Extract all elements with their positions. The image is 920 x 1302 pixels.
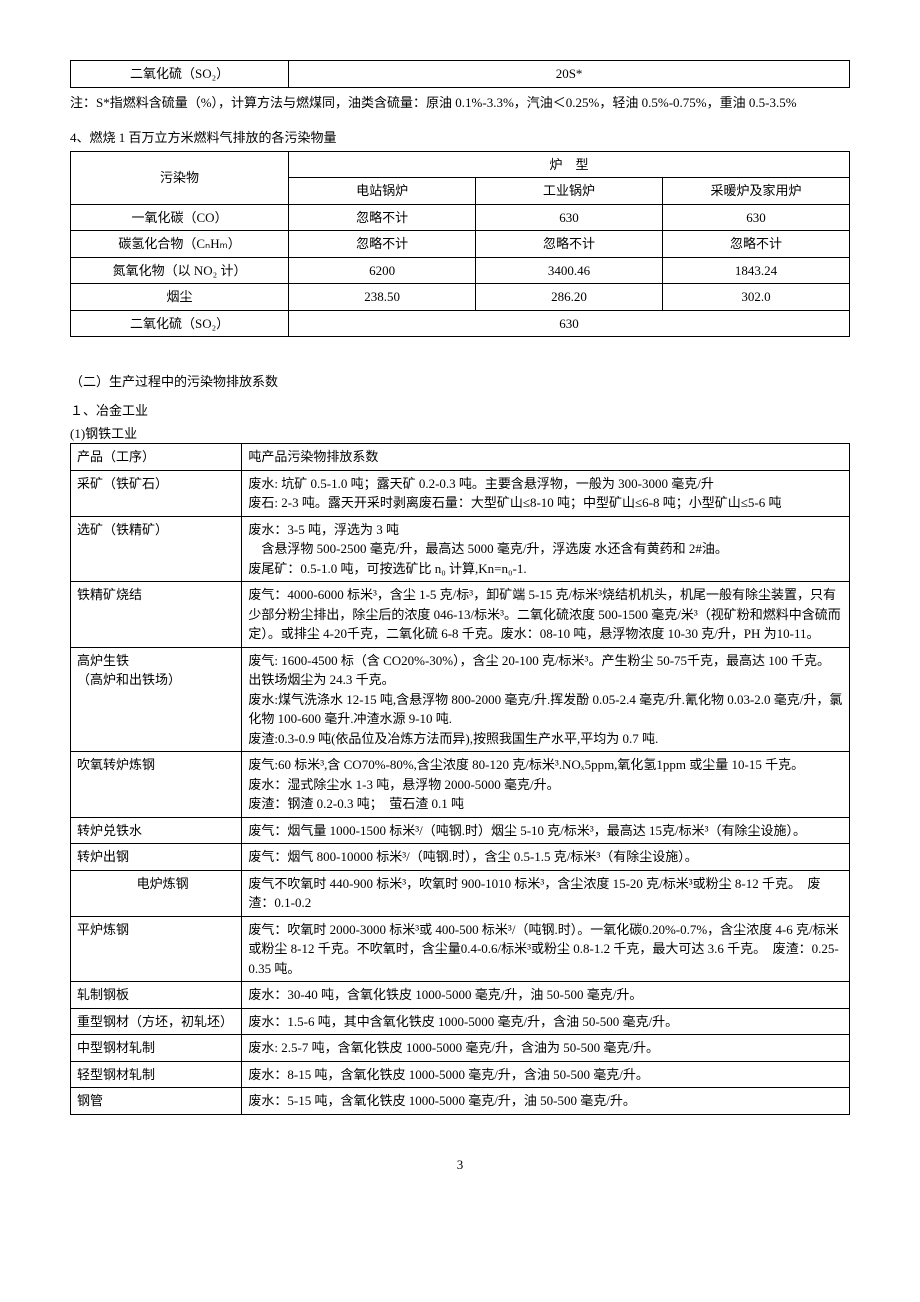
table-row: 重型钢材（方坯，初轧坯） 废水：1.5-6 吨，其中含氧化铁皮 1000-500…: [71, 1008, 850, 1035]
row-text: 废气：烟气 800-10000 标米³/（吨钢.时），含尘 0.5-1.5 克/…: [242, 844, 850, 871]
cell: 忽略不计: [289, 231, 476, 258]
row-text: 废水：8-15 吨，含氧化铁皮 1000-5000 毫克/升，含油 50-500…: [242, 1061, 850, 1088]
row-label: 选矿（铁精矿）: [71, 516, 242, 582]
subheader-cell: 工业锅炉: [476, 178, 663, 205]
table-row: 采矿（铁矿石） 废水: 坑矿 0.5-1.0 吨；露天矿 0.2-0.3 吨。主…: [71, 470, 850, 516]
so2-table: 二氧化硫（SO₂） 20S*: [70, 60, 850, 88]
table-row: 二氧化硫（SO₂） 630: [71, 310, 850, 337]
table-header-row: 污染物 炉 型: [71, 151, 850, 178]
table-row: 氮氧化物（以 NO₂ 计） 6200 3400.46 1843.24: [71, 257, 850, 284]
cell: 忽略不计: [289, 204, 476, 231]
coefficient-header: 吨产品污染物排放系数: [242, 444, 850, 471]
table-row: 转炉出钢 废气：烟气 800-10000 标米³/（吨钢.时），含尘 0.5-1…: [71, 844, 850, 871]
row-text: 废水: 2.5-7 吨，含氧化铁皮 1000-5000 毫克/升，含油为 50-…: [242, 1035, 850, 1062]
row-label: 烟尘: [71, 284, 289, 311]
row-text: 废气: 1600-4500 标（含 CO20%-30%），含尘 20-100 克…: [242, 647, 850, 752]
table-row: 轻型钢材轧制 废水：8-15 吨，含氧化铁皮 1000-5000 毫克/升，含油…: [71, 1061, 850, 1088]
so2-label: 二氧化硫（SO₂）: [71, 61, 289, 88]
row-label: 转炉出钢: [71, 844, 242, 871]
row-label: 转炉兑铁水: [71, 817, 242, 844]
row-label: 采矿（铁矿石）: [71, 470, 242, 516]
row-text: 废气不吹氧时 440-900 标米³，吹氧时 900-1010 标米³，含尘浓度…: [242, 870, 850, 916]
table-row: 二氧化硫（SO₂） 20S*: [71, 61, 850, 88]
row-label: 钢管: [71, 1088, 242, 1115]
row-label: 二氧化硫（SO₂）: [71, 310, 289, 337]
gas-emission-table: 污染物 炉 型 电站锅炉 工业锅炉 采暖炉及家用炉 一氧化碳（CO） 忽略不计 …: [70, 151, 850, 338]
furnace-type-header: 炉 型: [289, 151, 850, 178]
cell: 忽略不计: [663, 231, 850, 258]
table-row: 钢管 废水：5-15 吨，含氧化铁皮 1000-5000 毫克/升，油 50-5…: [71, 1088, 850, 1115]
row-text: 废气:60 标米³,含 CO70%-80%,含尘浓度 80-120 克/标米³.…: [242, 752, 850, 818]
row-label: 氮氧化物（以 NO₂ 计）: [71, 257, 289, 284]
row-text: 废气：4000-6000 标米³，含尘 1-5 克/标³，卸矿端 5-15 克/…: [242, 582, 850, 648]
table-row: 轧制钢板 废水：30-40 吨，含氧化铁皮 1000-5000 毫克/升，油 5…: [71, 982, 850, 1009]
table-row: 烟尘 238.50 286.20 302.0: [71, 284, 850, 311]
row-label: 平炉炼钢: [71, 916, 242, 982]
table-row: 高炉生铁（高炉和出铁场） 废气: 1600-4500 标（含 CO20%-30%…: [71, 647, 850, 752]
row-label: 一氧化碳（CO）: [71, 204, 289, 231]
row-text: 废水：5-15 吨，含氧化铁皮 1000-5000 毫克/升，油 50-500 …: [242, 1088, 850, 1115]
product-header: 产品（工序）: [71, 444, 242, 471]
cell: 忽略不计: [476, 231, 663, 258]
row-text: 废气：烟气量 1000-1500 标米³/（吨钢.时）烟尘 5-10 克/标米³…: [242, 817, 850, 844]
row-label: 重型钢材（方坯，初轧坯）: [71, 1008, 242, 1035]
subheader-cell: 电站锅炉: [289, 178, 476, 205]
section-b-title: （二）生产过程中的污染物排放系数: [70, 372, 850, 392]
row-label: 吹氧转炉炼钢: [71, 752, 242, 818]
row-text: 废水：30-40 吨，含氧化铁皮 1000-5000 毫克/升，油 50-500…: [242, 982, 850, 1009]
cell: 1843.24: [663, 257, 850, 284]
table-row: 平炉炼钢 废气：吹氧时 2000-3000 标米³或 400-500 标米³/（…: [71, 916, 850, 982]
cell: 630: [663, 204, 850, 231]
row-label: 中型钢材轧制: [71, 1035, 242, 1062]
table-row: 吹氧转炉炼钢 废气:60 标米³,含 CO70%-80%,含尘浓度 80-120…: [71, 752, 850, 818]
table-row: 铁精矿烧结 废气：4000-6000 标米³，含尘 1-5 克/标³，卸矿端 5…: [71, 582, 850, 648]
cell: 302.0: [663, 284, 850, 311]
so2-value: 20S*: [289, 61, 850, 88]
cell: 286.20: [476, 284, 663, 311]
subheader-cell: 采暖炉及家用炉: [663, 178, 850, 205]
row-text: 废水：1.5-6 吨，其中含氧化铁皮 1000-5000 毫克/升，含油 50-…: [242, 1008, 850, 1035]
row-label: 铁精矿烧结: [71, 582, 242, 648]
row-label: 轻型钢材轧制: [71, 1061, 242, 1088]
table-row: 电炉炼钢 废气不吹氧时 440-900 标米³，吹氧时 900-1010 标米³…: [71, 870, 850, 916]
table-header-row: 产品（工序） 吨产品污染物排放系数: [71, 444, 850, 471]
row-label: 电炉炼钢: [71, 870, 242, 916]
note-text: 注：S*指燃料含硫量（%），计算方法与燃煤同，油类含硫量：原油 0.1%-3.3…: [70, 93, 850, 114]
row-text: 废水：3-5 吨，浮选为 3 吨 含悬浮物 500-2500 毫克/升，最高达 …: [242, 516, 850, 582]
cell: 630: [476, 204, 663, 231]
table-row: 碳氢化合物（CₙHₘ） 忽略不计 忽略不计 忽略不计: [71, 231, 850, 258]
page-number: 3: [70, 1155, 850, 1175]
table-row: 选矿（铁精矿） 废水：3-5 吨，浮选为 3 吨 含悬浮物 500-2500 毫…: [71, 516, 850, 582]
table-row: 中型钢材轧制 废水: 2.5-7 吨，含氧化铁皮 1000-5000 毫克/升，…: [71, 1035, 850, 1062]
steel-industry-table: 产品（工序） 吨产品污染物排放系数 采矿（铁矿石） 废水: 坑矿 0.5-1.0…: [70, 443, 850, 1115]
table-row: 一氧化碳（CO） 忽略不计 630 630: [71, 204, 850, 231]
section-b1-title: １、冶金工业: [70, 401, 850, 421]
merged-cell: 630: [289, 310, 850, 337]
row-label: 碳氢化合物（CₙHₘ）: [71, 231, 289, 258]
pollutant-header: 污染物: [71, 151, 289, 204]
cell: 238.50: [289, 284, 476, 311]
row-label: 轧制钢板: [71, 982, 242, 1009]
row-text: 废气：吹氧时 2000-3000 标米³或 400-500 标米³/（吨钢.时）…: [242, 916, 850, 982]
cell: 3400.46: [476, 257, 663, 284]
section-b1-1-title: (1)钢铁工业: [70, 424, 850, 444]
table-row: 转炉兑铁水 废气：烟气量 1000-1500 标米³/（吨钢.时）烟尘 5-10…: [71, 817, 850, 844]
cell: 6200: [289, 257, 476, 284]
section4-title: 4、燃烧 1 百万立方米燃料气排放的各污染物量: [70, 128, 850, 148]
row-label: 高炉生铁（高炉和出铁场）: [71, 647, 242, 752]
row-text: 废水: 坑矿 0.5-1.0 吨；露天矿 0.2-0.3 吨。主要含悬浮物，一般…: [242, 470, 850, 516]
